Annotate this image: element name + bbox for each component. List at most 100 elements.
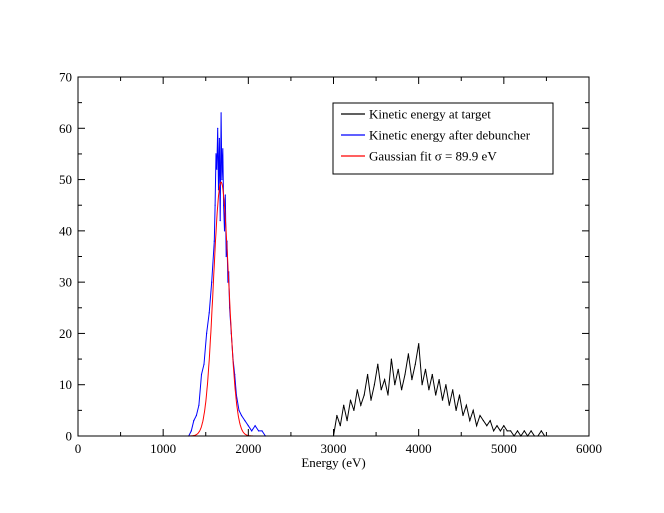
data-point [384, 379, 386, 381]
x-tick-label: 6000 [576, 441, 602, 456]
data-point [363, 394, 365, 396]
x-axis-title: Energy (eV) [301, 455, 365, 470]
x-tick-label: 4000 [406, 441, 432, 456]
data-point [219, 220, 221, 222]
data-point [424, 368, 427, 370]
legend-label: Kinetic energy after debuncher [369, 128, 531, 143]
data-point [407, 353, 409, 355]
data-point [506, 430, 508, 432]
data-point [225, 255, 227, 258]
x-tick-label: 1000 [150, 441, 176, 456]
data-point [523, 430, 525, 432]
data-point [455, 409, 457, 411]
x-tick-label: 2000 [235, 441, 261, 456]
ticks-layer: 0 1000 2000 3000 4000 5000 6000 0 10 20 30 40 50 60 70 [59, 70, 602, 457]
data-point [503, 425, 505, 427]
legend: Kinetic energy at target Kinetic energy a… [332, 102, 554, 175]
data-point [411, 379, 413, 381]
data-point [339, 425, 341, 427]
data-point [261, 430, 263, 432]
y-tick-label: 30 [59, 275, 72, 290]
data-point [215, 153, 217, 155]
data-point [206, 332, 208, 334]
data-point [198, 404, 200, 406]
data-point [220, 112, 222, 114]
data-point [247, 425, 249, 427]
data-point [510, 430, 512, 432]
data-point [452, 389, 454, 391]
data-point [458, 394, 461, 396]
y-tick-label: 0 [66, 429, 73, 444]
data-point [540, 430, 542, 432]
data-point [203, 363, 205, 365]
y-tick-label: 50 [59, 172, 72, 187]
legend-label: Kinetic energy at target [369, 107, 491, 122]
data-point [469, 420, 471, 422]
data-point [390, 358, 392, 360]
data-point [254, 425, 256, 427]
data-point [448, 404, 450, 406]
data-point [421, 384, 423, 386]
data-point [211, 281, 213, 283]
data-point [428, 389, 430, 391]
series-line-2 [188, 181, 266, 437]
data-point [360, 404, 362, 406]
data-point [373, 384, 375, 386]
data-point [214, 204, 216, 206]
y-tick-label: 60 [59, 121, 72, 136]
data-point [380, 389, 382, 391]
data-point [496, 425, 498, 427]
data-point [479, 414, 481, 417]
data-point [346, 420, 348, 422]
series-line-0 [333, 343, 549, 437]
data-point [404, 373, 406, 376]
legend-label: Gaussian fit σ = 89.9 eV [369, 149, 497, 164]
data-point [465, 404, 467, 406]
data-point [353, 409, 355, 411]
data-point [221, 179, 223, 181]
y-tick-label: 10 [59, 377, 72, 392]
data-point [462, 414, 464, 417]
data-point [238, 409, 240, 411]
data-point [251, 430, 253, 432]
data-point [218, 137, 220, 140]
data-point [349, 399, 352, 401]
y-tick-label: 20 [59, 326, 72, 341]
data-point [377, 363, 379, 365]
data-point [223, 204, 225, 206]
x-tick-label: 5000 [491, 441, 517, 456]
data-point [223, 230, 226, 232]
data-point [200, 373, 203, 376]
data-point [216, 168, 218, 170]
data-point [244, 420, 246, 422]
data-point [476, 425, 478, 427]
data-point [356, 389, 358, 391]
data-point [190, 430, 192, 432]
data-point [414, 363, 416, 365]
data-point [240, 414, 243, 417]
data-point [499, 430, 501, 432]
data-point [222, 148, 224, 150]
data-point [370, 399, 372, 401]
data-point [493, 430, 495, 432]
data-point [213, 240, 215, 242]
data-point [258, 430, 260, 432]
data-point [431, 373, 433, 376]
data-point [387, 394, 389, 396]
x-tick-label: 3000 [321, 441, 347, 456]
data-point [418, 343, 420, 345]
legend-box [332, 102, 554, 175]
data-point [401, 389, 403, 391]
data-point [445, 384, 447, 386]
data-point [441, 399, 444, 401]
y-tick-label: 70 [59, 70, 72, 85]
data-point [435, 394, 437, 396]
data-point [336, 414, 338, 417]
data-point [394, 384, 396, 386]
data-point [367, 373, 369, 376]
data-point [489, 420, 491, 422]
y-tick-label: 40 [59, 223, 72, 238]
data-point [486, 425, 488, 427]
